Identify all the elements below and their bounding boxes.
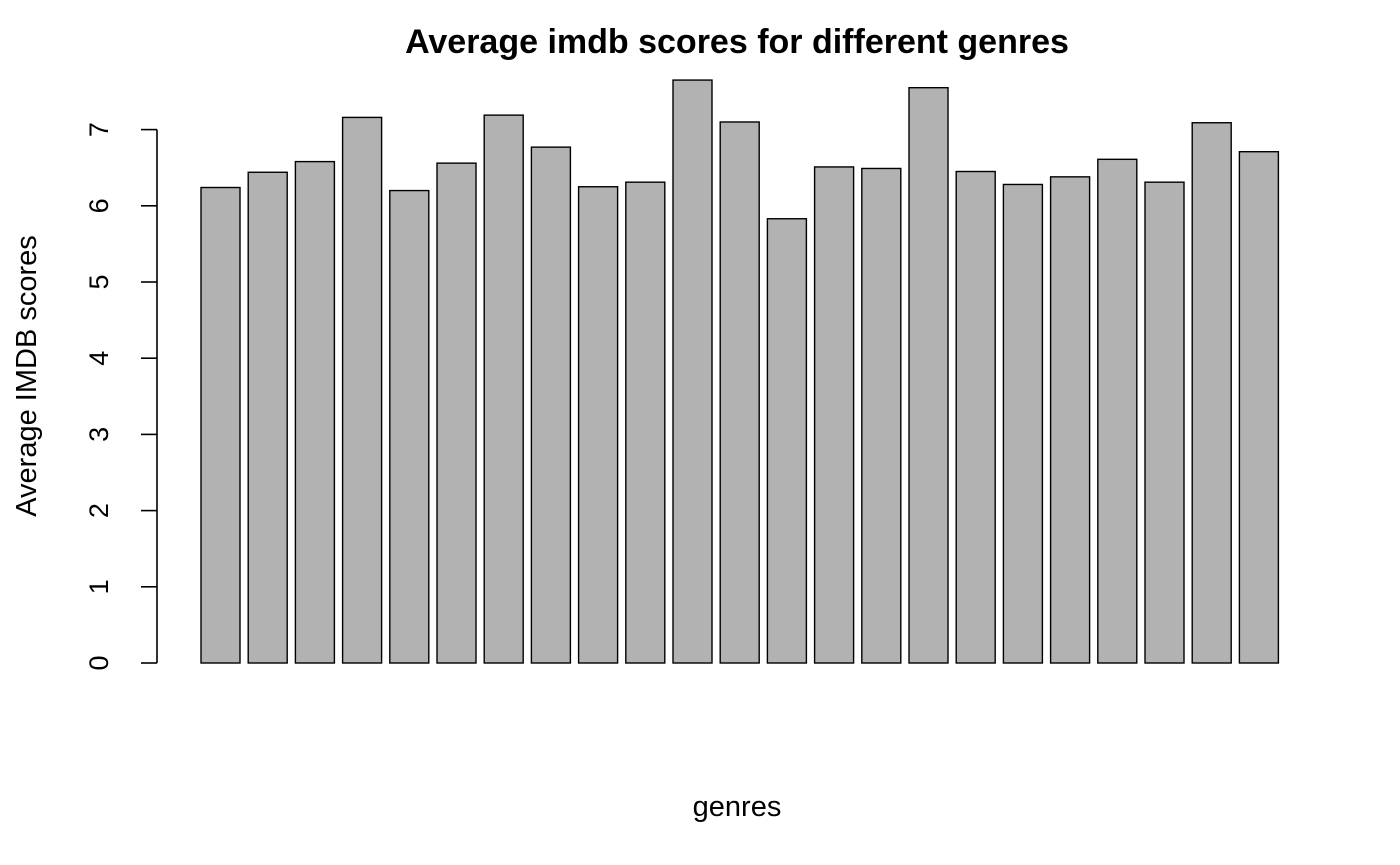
- y-tick-label: 1: [84, 579, 114, 594]
- bar: [1191, 122, 1232, 664]
- y-tick-label: 7: [84, 122, 114, 137]
- x-axis-label: genres: [693, 791, 782, 823]
- bar: [483, 114, 524, 664]
- bar: [436, 162, 477, 664]
- bar: [577, 186, 619, 664]
- bar: [247, 171, 288, 664]
- y-tick-label: 3: [84, 427, 114, 442]
- y-tick-label: 2: [84, 503, 114, 518]
- bars-group: [200, 79, 1280, 664]
- y-axis-label: Average IMDB scores: [11, 235, 43, 517]
- bar: [813, 166, 855, 664]
- bar: [625, 181, 666, 664]
- bar: [1144, 181, 1185, 664]
- bar: [200, 186, 241, 664]
- bar: [530, 146, 572, 664]
- bar: [908, 86, 949, 664]
- bar: [955, 170, 996, 664]
- bar: [341, 116, 383, 664]
- y-tick-label: 4: [84, 351, 114, 366]
- bar: [1002, 183, 1044, 664]
- bar: [766, 218, 808, 664]
- bar: [1238, 150, 1280, 664]
- bar: [719, 121, 760, 664]
- bar: [294, 160, 336, 664]
- bar: [861, 167, 902, 664]
- chart-title: Average imdb scores for different genres: [405, 23, 1069, 61]
- bar: [672, 79, 713, 664]
- bar: [1049, 176, 1091, 664]
- y-tick-label: 5: [84, 274, 114, 289]
- y-tick-label: 6: [84, 198, 114, 213]
- bar: [1097, 158, 1138, 664]
- y-axis: 0 1 2 3 4 5 6 7: [84, 122, 158, 671]
- bar: [389, 189, 430, 664]
- y-tick-label: 0: [84, 655, 114, 670]
